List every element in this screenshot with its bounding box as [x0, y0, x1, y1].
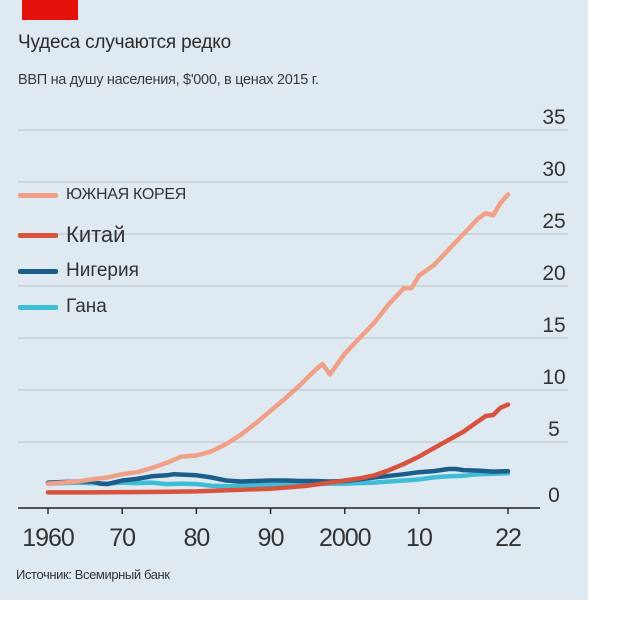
x-tick-label-70: 70: [109, 524, 135, 552]
y-tick-label-15: 15: [542, 314, 565, 337]
chart-title: Чудеса случаются редко: [18, 32, 231, 53]
x-tick-label-10: 10: [406, 524, 432, 552]
series-line-china: [45, 402, 511, 495]
y-tick-label-25: 25: [542, 210, 565, 233]
x-tick-label-2000: 2000: [319, 524, 371, 552]
chart-subtitle: ВВП на душу населения, $'000, в ценах 20…: [18, 72, 319, 88]
x-tick-label-1960: 1960: [22, 524, 74, 552]
legend-item-china: Китай: [18, 222, 125, 248]
legend-label-ghana: Гана: [66, 296, 107, 317]
y-tick-label-5: 5: [548, 418, 560, 441]
x-tick-label-80: 80: [183, 524, 209, 552]
legend-swatch-nigeria: [18, 268, 58, 274]
brand-red-tag: [22, 0, 78, 20]
y-tick-label-35: 35: [542, 106, 565, 129]
series-line-korea: [45, 192, 511, 486]
legend-swatch-china: [18, 232, 58, 238]
y-tick-label-20: 20: [542, 262, 565, 285]
legend-label-nigeria: Нигерия: [66, 260, 139, 281]
series-line-nigeria: [45, 466, 511, 487]
legend-item-nigeria: Нигерия: [18, 260, 139, 282]
y-tick-label-30: 30: [542, 158, 565, 181]
chart-panel: Чудеса случаются редко ВВП на душу насел…: [0, 0, 588, 600]
y-tick-label-10: 10: [542, 366, 565, 389]
y-tick-label-0: 0: [548, 484, 560, 507]
legend-label-korea: ЮЖНАЯ КОРЕЯ: [66, 186, 186, 203]
x-tick-label-90: 90: [258, 524, 284, 552]
series-line-ghana: [45, 470, 511, 489]
legend-item-ghana: Гана: [18, 296, 107, 318]
line-chart: 0 5 10 15 20 25 30 35 1960 70 80 90 2000 10 22: [18, 106, 568, 552]
legend-swatch-ghana: [18, 304, 58, 310]
x-tick-label-22: 22: [495, 524, 521, 552]
legend-label-china: Китай: [66, 222, 126, 247]
legend-item-korea: ЮЖНАЯ КОРЕЯ: [18, 186, 186, 204]
legend-swatch-korea: [18, 192, 58, 198]
source-note: Источник: Всемирный банк: [16, 567, 170, 582]
